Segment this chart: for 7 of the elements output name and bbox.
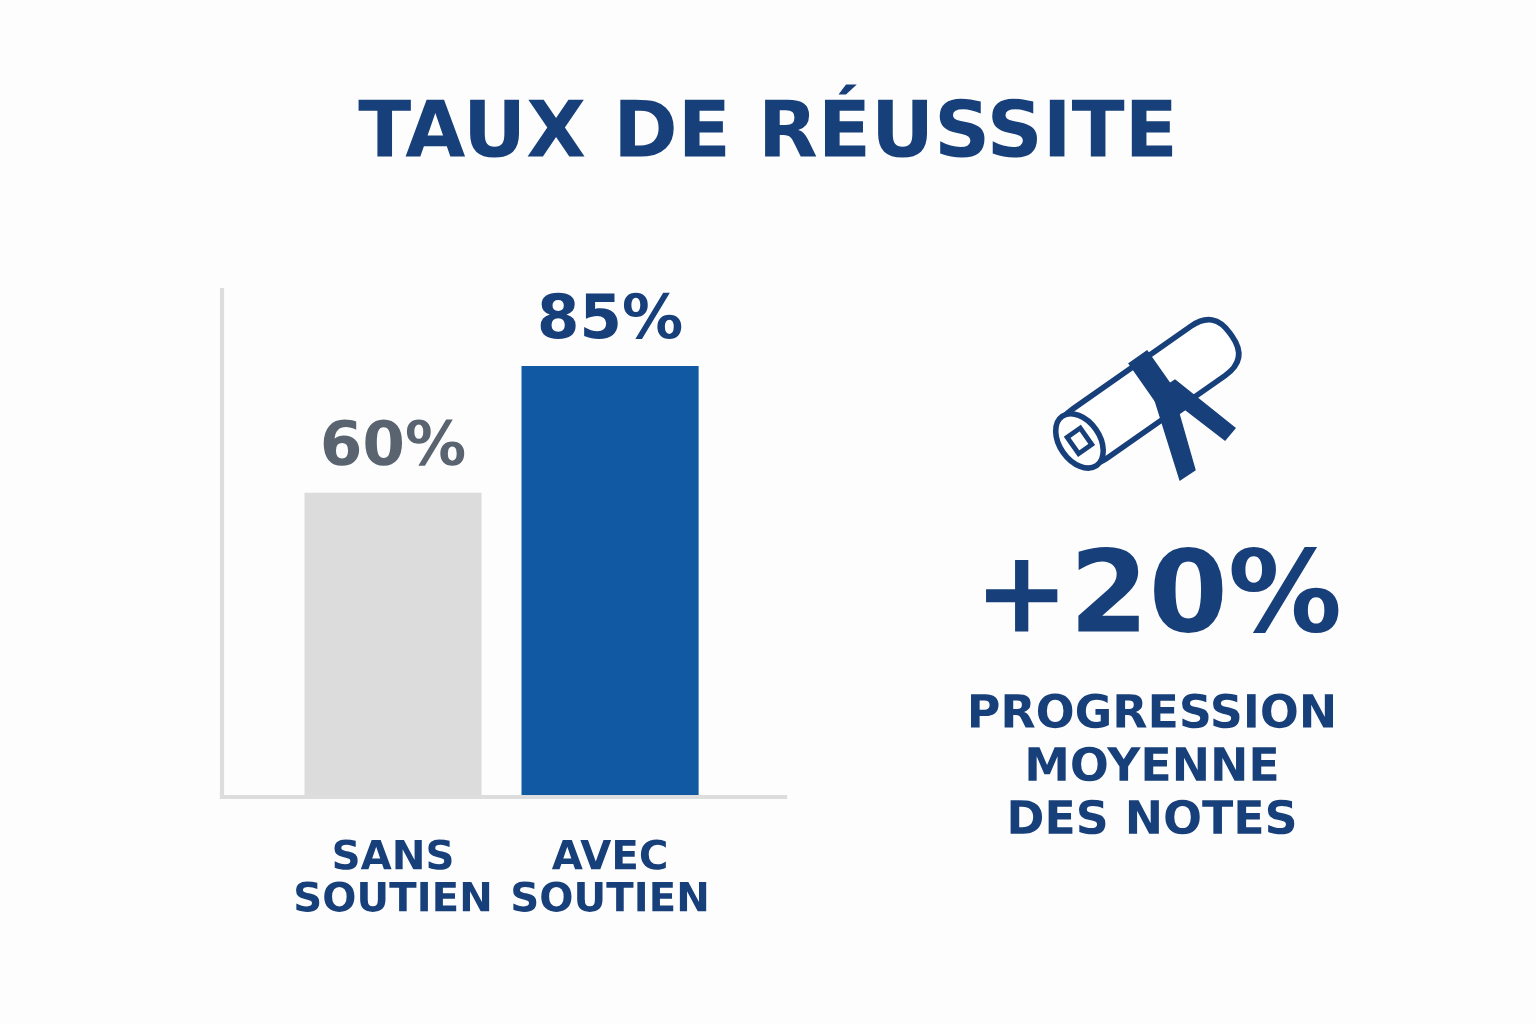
text: +20% [986,546,1339,634]
x-tick-label: SANS SOUTIEN [296,839,490,912]
x-tick-label: AVEC SOUTIEN [513,839,707,912]
chart-title: TAUX DE RÉUSSITE [358,84,1173,158]
data-label: 60% [323,419,465,466]
text: PROGRESSION MOYENNE DES NOTES [971,693,1333,835]
data-label: 85% [540,292,682,339]
